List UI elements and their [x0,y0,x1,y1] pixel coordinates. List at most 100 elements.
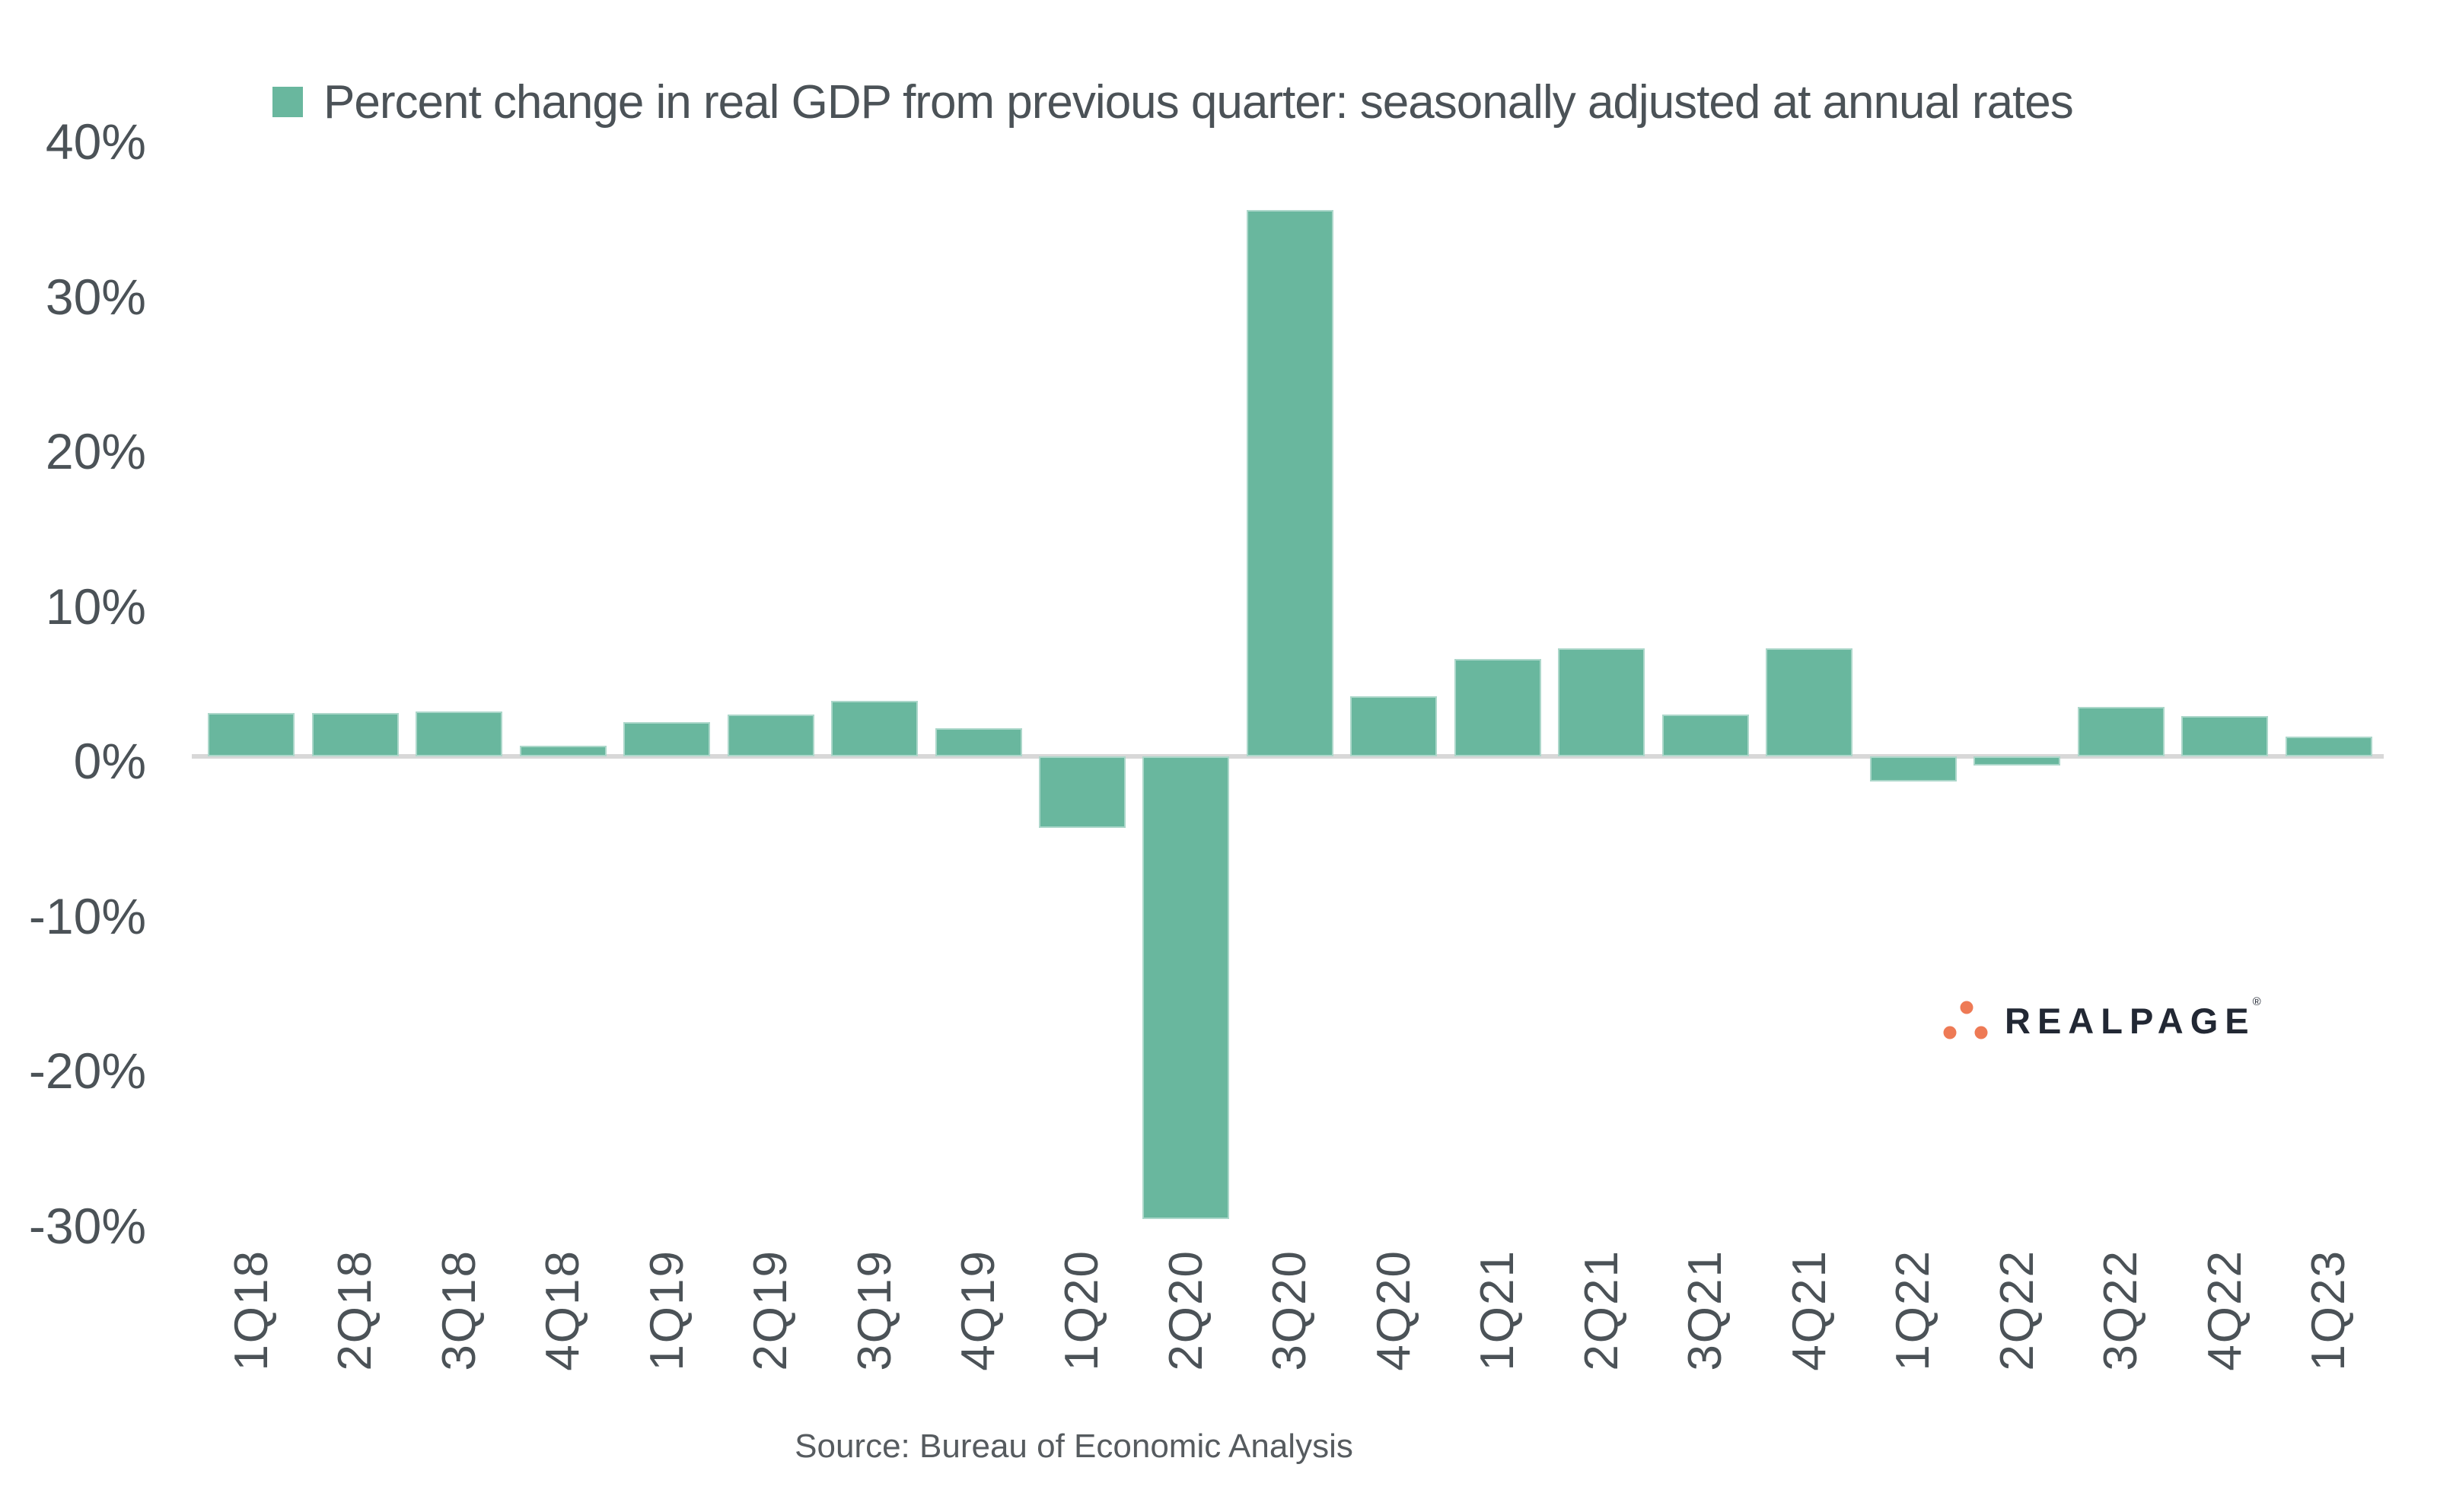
x-tick: 3Q19 [823,1249,926,1402]
x-tick: 2Q22 [1965,1249,2069,1402]
x-tick: 4Q22 [2173,1249,2276,1402]
bar-slot [1550,134,1653,1222]
x-tick-label: 2Q18 [329,1249,382,1371]
x-tick: 1Q19 [615,1249,718,1402]
source-note: Source: Bureau of Economic Analysis [795,1428,1353,1465]
bar-slot [823,134,926,1222]
plot-area [199,134,2381,1222]
x-tick-label: 3Q21 [1679,1249,1732,1371]
registered-mark: ® [2252,995,2268,1008]
bar-1Q22 [1869,756,1957,781]
bar-slot [1134,134,1238,1222]
x-tick: 1Q21 [1446,1249,1550,1402]
bar-slot [2069,134,2172,1222]
bar-slot [1654,134,1757,1222]
x-tick-label: 4Q18 [537,1249,590,1371]
bar-2Q18 [311,713,399,756]
bar-slot [407,134,511,1222]
x-tick: 2Q18 [303,1249,406,1402]
bar-slot [303,134,406,1222]
bar-slot [1238,134,1342,1222]
bar-3Q22 [2077,706,2165,756]
bar-3Q20 [1246,209,1333,756]
bar-2Q19 [727,715,814,756]
bar-slot [1446,134,1550,1222]
bar-slot [2173,134,2276,1222]
x-tick: 3Q20 [1238,1249,1342,1402]
bar-slot [1757,134,1861,1222]
x-tick: 4Q21 [1757,1249,1861,1402]
realpage-logo: REALPAGE® [1939,995,2271,1042]
bar-1Q18 [208,713,295,756]
x-tick: 3Q22 [2069,1249,2172,1402]
y-tick-label: -10% [28,887,146,944]
y-tick-label: -30% [28,1197,146,1254]
y-tick-label: 20% [45,423,146,479]
x-tick-label: 3Q19 [848,1249,901,1371]
logo-dots-icon [1943,1001,1988,1039]
bar-2Q20 [1142,756,1230,1220]
x-tick: 4Q20 [1342,1249,1445,1402]
bar-4Q21 [1766,648,1853,756]
bar-4Q20 [1350,696,1438,756]
x-tick: 1Q20 [1031,1249,1134,1402]
legend-swatch [272,87,303,117]
y-tick-label: 0% [73,733,146,789]
bar-slot [926,134,1030,1222]
bar-1Q19 [623,722,711,756]
x-tick-label: 2Q20 [1159,1249,1212,1371]
bar-3Q21 [1661,715,1749,756]
x-tick-label: 4Q22 [2198,1249,2251,1371]
x-tick: 2Q19 [718,1249,822,1402]
x-tick: 2Q20 [1134,1249,1238,1402]
x-tick: 3Q21 [1654,1249,1757,1402]
y-tick-label: 10% [45,578,146,635]
bar-slot [511,134,614,1222]
x-tick: 1Q22 [1862,1249,1965,1402]
y-tick-label: 30% [45,268,146,325]
x-tick-label: 4Q21 [1782,1249,1836,1371]
bar-slot [1862,134,1965,1222]
x-tick-label: 4Q19 [952,1249,1005,1371]
x-tick-label: 1Q22 [1887,1249,1940,1371]
x-tick-label: 2Q19 [744,1249,798,1371]
x-tick-label: 1Q20 [1056,1249,1109,1371]
zero-axis-line [192,754,2384,759]
bar-2Q22 [1973,756,2061,766]
bar-3Q18 [416,711,503,756]
x-tick-label: 3Q22 [2095,1249,2148,1371]
bar-slot [718,134,822,1222]
bar-slot [1342,134,1445,1222]
bar-1Q20 [1038,756,1126,828]
x-tick: 4Q19 [926,1249,1030,1402]
chart-legend: Percent change in real GDP from previous… [272,72,2074,132]
logo-wordmark: REALPAGE® [2005,995,2268,1041]
x-axis: 1Q18 2Q18 3Q18 4Q18 1Q19 2Q19 3Q19 4Q19 1Q20 2Q20… [199,1249,2381,1402]
bar-slot [2276,134,2380,1222]
chart-title: Percent change in real GDP from previous… [323,75,2074,129]
x-tick-label: 3Q18 [432,1249,486,1371]
bar-1Q23 [2285,736,2372,756]
x-tick-label: 1Q18 [225,1249,278,1371]
y-tick-label: 40% [45,113,146,170]
bar-slot [1031,134,1134,1222]
x-tick: 1Q18 [199,1249,303,1402]
x-tick-label: 1Q23 [2302,1249,2356,1371]
x-tick: 3Q18 [407,1249,511,1402]
x-tick: 2Q21 [1550,1249,1653,1402]
bar-4Q22 [2181,716,2269,756]
bar-slot [1965,134,2069,1222]
bar-slot [199,134,303,1222]
bar-2Q21 [1558,648,1645,756]
bar-4Q19 [935,728,1022,756]
x-tick-label: 4Q20 [1367,1249,1420,1371]
x-tick-label: 1Q21 [1471,1249,1524,1371]
x-tick-label: 2Q22 [1990,1249,2044,1371]
x-tick-label: 3Q20 [1263,1249,1317,1371]
bar-1Q21 [1454,658,1541,756]
bar-slot [615,134,718,1222]
bar-3Q19 [831,700,919,756]
x-tick-label: 2Q21 [1575,1249,1628,1371]
x-tick: 1Q23 [2276,1249,2380,1402]
